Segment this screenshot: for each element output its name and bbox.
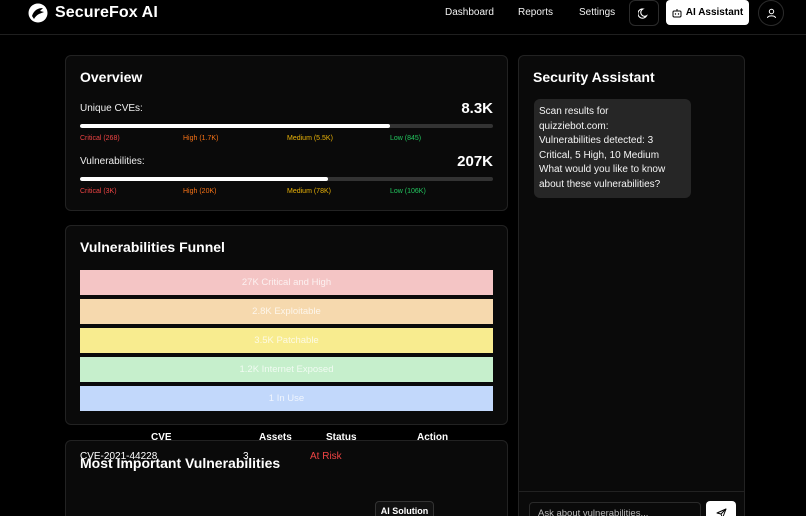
funnel-step-in-use[interactable]: 1 In Use [80, 386, 493, 411]
ai-assistant-label: AI Assistant [685, 7, 744, 18]
unique-cves-progress [80, 124, 493, 128]
brand-name[interactable]: SecureFox AI [55, 4, 158, 21]
vulns-critical: Critical (3K) [80, 188, 117, 195]
column-header-action: Action [417, 432, 449, 443]
funnel-step-internet-exposed[interactable]: 1.2K Internet Exposed [80, 357, 493, 382]
status-badge: At Risk [310, 451, 342, 462]
overview-card: Overview Unique CVEs: 8.3K Critical (268… [65, 55, 508, 211]
message-line: What would you like to know [539, 164, 666, 175]
send-button[interactable] [706, 501, 736, 516]
funnel-step-exploitable[interactable]: 2.8K Exploitable [80, 299, 493, 324]
send-icon [716, 508, 726, 516]
bot-icon [672, 8, 682, 17]
cves-critical: Critical (268) [80, 135, 120, 142]
vulns-medium: Medium (78K) [287, 188, 331, 195]
cves-high: High (1.7K) [183, 135, 219, 142]
assistant-message: Scan results for quizziebot.com: Vulnera… [534, 99, 691, 198]
vulnerabilities-value: 207K [457, 153, 493, 170]
unique-cves-label: Unique CVEs: [80, 103, 143, 114]
nav-dashboard[interactable]: Dashboard [445, 7, 494, 18]
nav-settings[interactable]: Settings [579, 7, 616, 18]
funnel-step-critical-high[interactable]: 27K Critical and High [80, 270, 493, 295]
important-vulns-title: Most Important Vulnerabilities [80, 455, 281, 471]
input-divider [519, 491, 744, 492]
message-line: Scan results for [539, 106, 609, 117]
cves-low: Low (845) [390, 135, 422, 142]
vulnerabilities-progress-fill [80, 177, 328, 181]
funnel-card: Vulnerabilities Funnel 27K Critical and … [65, 225, 508, 425]
security-assistant-panel: Security Assistant Scan results for quiz… [518, 55, 745, 516]
user-menu-button[interactable] [758, 0, 784, 26]
vulnerabilities-label: Vulnerabilities: [80, 156, 145, 167]
funnel-step-patchable[interactable]: 3.5K Patchable [80, 328, 493, 353]
column-header-assets[interactable]: Assets [259, 432, 292, 443]
unique-cves-progress-fill [80, 124, 390, 128]
nav-reports[interactable]: Reports [518, 7, 554, 18]
funnel-title: Vulnerabilities Funnel [80, 239, 225, 255]
chat-input[interactable] [529, 502, 701, 516]
column-header-status[interactable]: Status [326, 432, 357, 443]
column-header-cve[interactable]: CVE [151, 432, 172, 443]
moon-icon [638, 8, 648, 19]
cve-id[interactable]: CVE-2021-44228 [80, 451, 158, 462]
unique-cves-value: 8.3K [461, 100, 493, 117]
theme-toggle-button[interactable] [629, 0, 659, 26]
vulns-low: Low (106K) [390, 188, 426, 195]
fox-logo-icon[interactable] [28, 3, 48, 23]
message-line: Critical, 5 High, 10 Medium [539, 149, 660, 161]
user-icon [766, 8, 776, 18]
vulnerabilities-progress [80, 177, 493, 181]
message-line: about these vulnerabilities? [539, 178, 661, 190]
message-line: Vulnerabilities detected: 3 [539, 135, 654, 146]
top-nav-bar: SecureFox AI Dashboard Reports Settings … [0, 0, 806, 35]
vulns-high: High (20K) [183, 188, 217, 195]
ai-solution-button[interactable]: AI Solution [375, 501, 434, 516]
important-vulns-card: Most Important Vulnerabilities [65, 440, 508, 516]
overview-title: Overview [80, 69, 143, 85]
message-line: quizziebot.com: [539, 120, 609, 132]
ai-assistant-button[interactable]: AI Assistant [666, 0, 749, 25]
cves-medium: Medium (5.5K) [287, 135, 333, 142]
assistant-title: Security Assistant [533, 69, 655, 85]
asset-count: 3 [243, 451, 249, 462]
